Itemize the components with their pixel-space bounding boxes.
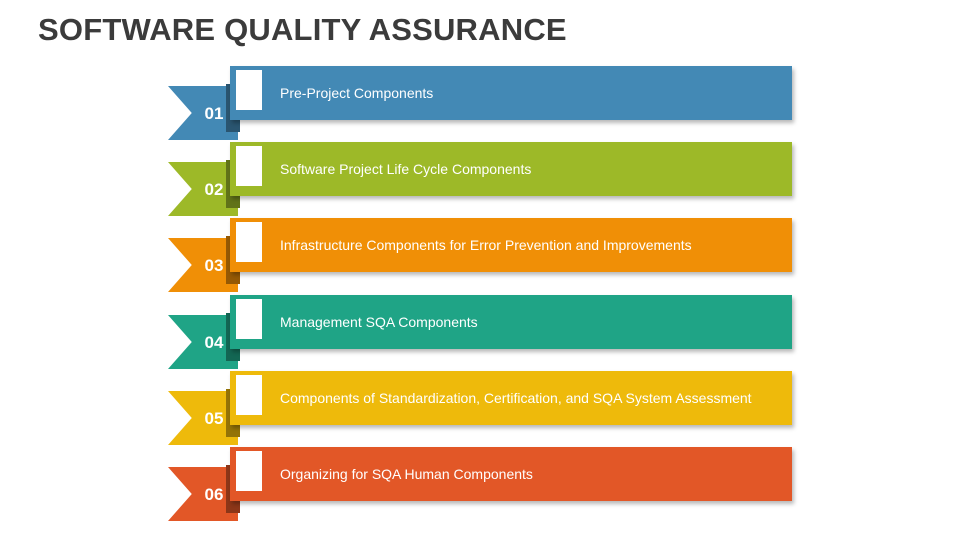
component-label: Infrastructure Components for Error Prev… [280, 237, 692, 253]
list-item: 04 Management SQA Components [0, 295, 960, 375]
item-number: 01 [204, 104, 224, 123]
list-item: 02 Software Project Life Cycle Component… [0, 142, 960, 222]
page-tab [236, 222, 262, 262]
list-item: 01 Pre-Project Components [0, 66, 960, 146]
list-item: 03 Infrastructure Components for Error P… [0, 218, 960, 298]
component-label: Organizing for SQA Human Components [280, 466, 533, 482]
component-bar [230, 66, 792, 120]
item-number: 02 [204, 180, 224, 199]
page-tab [236, 146, 262, 186]
component-label: Software Project Life Cycle Components [280, 161, 532, 177]
component-bar [230, 142, 792, 196]
component-label: Components of Standardization, Certifica… [280, 390, 752, 406]
component-bar [230, 447, 792, 501]
component-bar [230, 218, 792, 272]
component-label: Management SQA Components [280, 314, 478, 330]
component-bar [230, 371, 792, 425]
page-tab [236, 70, 262, 110]
component-label: Pre-Project Components [280, 85, 434, 101]
page-tab [236, 451, 262, 491]
item-number: 05 [204, 409, 224, 428]
page-tab [236, 299, 262, 339]
item-number: 03 [204, 256, 224, 275]
page-tab [236, 375, 262, 415]
page-title: SOFTWARE QUALITY ASSURANCE [38, 12, 567, 47]
item-number: 04 [204, 333, 224, 352]
list-item: 05 Components of Standardization, Certif… [0, 371, 960, 451]
component-bar [230, 295, 792, 349]
item-number: 06 [204, 485, 224, 504]
list-item: 06 Organizing for SQA Human Components [0, 447, 960, 527]
